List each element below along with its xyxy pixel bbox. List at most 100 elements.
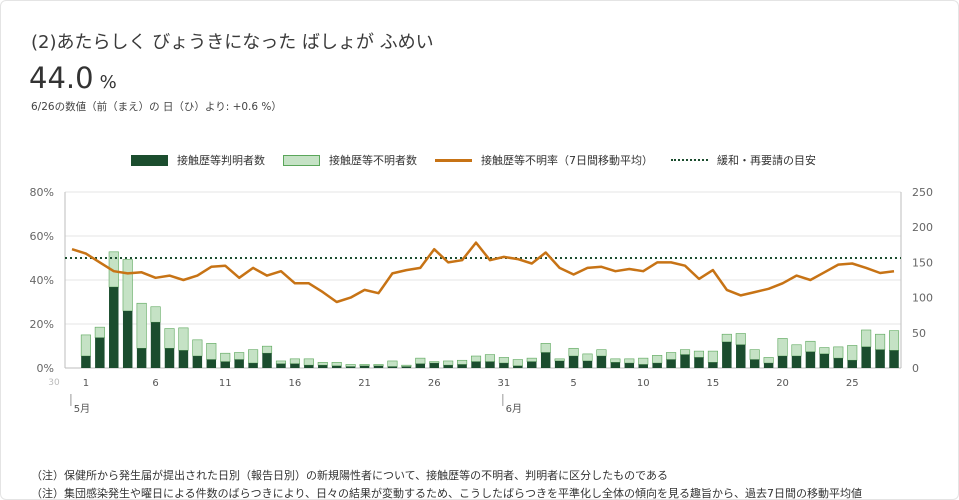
headline-subtitle: 6/26の数値（前（まえ）の 日（ひ）より: +0.6 %）	[31, 101, 282, 113]
bar-known	[276, 363, 286, 368]
bar-known	[624, 363, 635, 368]
y-left-tick-label: 0%	[37, 362, 54, 375]
bar-known	[527, 361, 537, 368]
bar-known	[805, 351, 816, 368]
bar-known	[192, 356, 203, 368]
bar-unknown	[554, 358, 565, 362]
bar-known	[638, 364, 648, 368]
bar-known	[694, 357, 704, 368]
x-tick-label: 10	[637, 378, 650, 389]
bar-known	[819, 353, 830, 368]
legend-item-unknown[interactable]: 接触歴等不明者数	[283, 152, 417, 168]
bar-unknown	[192, 339, 203, 357]
bar-unknown	[248, 349, 259, 364]
bar-unknown	[638, 357, 649, 365]
bar-unknown	[261, 345, 273, 354]
bar-unknown	[401, 364, 412, 367]
x-tick-label: 1	[83, 378, 89, 389]
bar-known	[206, 359, 217, 368]
bar-known	[554, 360, 565, 368]
bar-known	[331, 365, 342, 368]
legend-item-rate[interactable]: 接触歴等不明率（7日間移動平均）	[435, 152, 653, 168]
bar-unknown	[275, 360, 287, 365]
bar-known	[875, 349, 885, 368]
bar-known	[596, 356, 607, 368]
x-tick-label: 20	[776, 378, 789, 389]
bar-known	[373, 365, 384, 368]
x-tick-label: 21	[358, 378, 371, 389]
bar-known	[540, 352, 551, 368]
bar-unknown	[470, 355, 482, 362]
bar-unknown	[234, 352, 245, 360]
bar-unknown	[861, 329, 872, 348]
bar-known	[443, 365, 453, 368]
bar-unknown	[596, 349, 607, 357]
bar-unknown	[150, 306, 161, 323]
bar-known	[749, 359, 760, 368]
month-label: 5月	[74, 403, 90, 415]
x-tick-label: 30	[48, 378, 60, 388]
bar-known	[471, 361, 481, 368]
y-right-tick-label: 250	[912, 186, 933, 199]
legend-label-unknown: 接触歴等不明者数	[329, 154, 417, 167]
bar-unknown	[568, 347, 579, 357]
bar-unknown	[94, 326, 105, 339]
bar-unknown	[749, 349, 760, 360]
bar-known	[150, 322, 161, 368]
bar-unknown	[345, 364, 356, 367]
bar-unknown	[373, 364, 384, 367]
bar-unknown	[833, 346, 844, 359]
bar-known	[568, 356, 579, 368]
y-right-tick-label: 200	[912, 221, 933, 234]
headline-unit: %	[99, 72, 117, 93]
bar-known	[610, 362, 621, 368]
legend-label-rate: 接触歴等不明率（7日間移動平均）	[481, 154, 653, 167]
bar-known	[109, 287, 119, 368]
bar-unknown	[735, 333, 746, 346]
bar-known	[513, 365, 523, 368]
y-left-tick-label: 60%	[30, 230, 54, 243]
bar-known	[220, 361, 230, 368]
headline-number: 44.0	[29, 61, 94, 95]
bar-unknown	[122, 259, 133, 312]
bar-known	[889, 350, 899, 368]
bar-known	[499, 363, 509, 368]
headline-value: 44.0%	[29, 61, 117, 95]
y-right-tick-label: 100	[912, 292, 933, 305]
bar-unknown	[164, 328, 175, 349]
rate-line	[71, 241, 895, 304]
legend-item-known[interactable]: 接触歴等判明者数	[131, 152, 265, 168]
bar-unknown	[540, 343, 551, 353]
bar-known	[666, 359, 676, 368]
bar-unknown	[721, 333, 732, 343]
bar-unknown	[526, 357, 537, 362]
y-left-tick-label: 40%	[30, 274, 54, 287]
legend-item-threshold[interactable]: 緩和・再要請の目安	[671, 152, 816, 168]
bar-known	[345, 366, 356, 368]
bar-unknown	[136, 302, 147, 349]
bar-known	[736, 344, 746, 368]
bar-known	[401, 366, 412, 368]
bar-known	[164, 348, 175, 368]
footnotes: （注）保健所から発生届が提出された日別（報告日別）の新規陽性者について、接触歴等…	[31, 467, 862, 499]
bar-known	[652, 363, 662, 368]
y-right-tick-label: 0	[912, 362, 919, 375]
bar-known	[722, 341, 732, 368]
bar-known	[122, 310, 133, 368]
bar-unknown	[847, 345, 858, 361]
bar-known	[833, 358, 844, 368]
legend-swatch-rate	[435, 158, 472, 162]
bar-known	[359, 365, 370, 368]
bar-unknown	[220, 352, 231, 362]
bar-unknown	[359, 364, 370, 367]
y-left-tick-label: 80%	[30, 186, 54, 199]
bar-known	[777, 356, 788, 368]
bar-unknown	[484, 354, 496, 362]
bar-known	[680, 354, 690, 368]
bar-unknown	[415, 357, 426, 365]
bar-unknown	[206, 343, 217, 360]
bar-known	[290, 363, 300, 368]
bar-known	[582, 360, 593, 368]
y-left-tick-label: 20%	[30, 318, 54, 331]
legend-swatch-known	[131, 154, 168, 166]
